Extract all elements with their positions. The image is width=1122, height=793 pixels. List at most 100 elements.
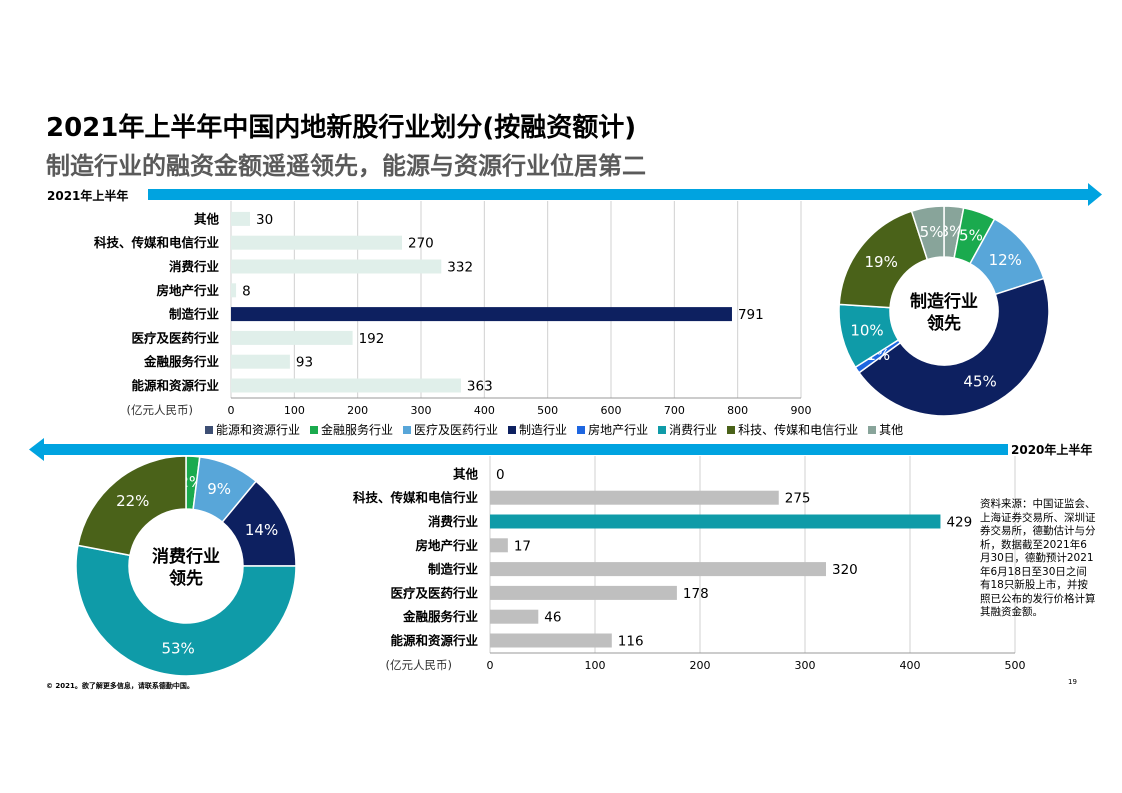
tick-label: 900 xyxy=(791,404,812,417)
tick-label: 300 xyxy=(411,404,432,417)
bar xyxy=(231,307,732,322)
tick-label: 200 xyxy=(690,659,711,672)
donut-slice xyxy=(858,277,1050,417)
bar xyxy=(231,235,402,250)
legend-swatch xyxy=(508,425,517,434)
legend-swatch xyxy=(868,425,877,434)
bar-chart-2021: 0 100 200 300 400 500 600 700 800 900 其他 30 科技、传媒和电信… xyxy=(94,201,812,417)
bar xyxy=(490,609,539,624)
legend-swatch xyxy=(205,425,213,434)
value-label: 30 xyxy=(256,212,273,228)
bar xyxy=(231,330,353,345)
category-label: 消费行业 xyxy=(169,259,220,274)
axis-unit-label: (亿元人民币) xyxy=(127,403,193,417)
tick-label: 0 xyxy=(228,404,235,417)
legend-label: 消费行业 xyxy=(669,423,718,437)
slice-percent-label: 53% xyxy=(161,640,194,658)
bar xyxy=(231,283,237,298)
bar xyxy=(231,354,290,369)
bar xyxy=(490,538,508,553)
legend-swatch xyxy=(727,425,736,434)
bar xyxy=(231,378,461,393)
tick-label: 600 xyxy=(601,404,622,417)
tick-label: 0 xyxy=(487,659,494,672)
tick-label: 100 xyxy=(585,659,606,672)
bar xyxy=(231,259,442,274)
value-label: 0 xyxy=(496,467,505,483)
bar xyxy=(490,562,826,577)
value-label: 332 xyxy=(447,260,473,276)
period-label-2020: 2020年上半年 xyxy=(1011,443,1093,457)
legend-item: 能源和资源行业 xyxy=(205,421,300,438)
slice-percent-label: 5% xyxy=(920,223,944,241)
bar xyxy=(231,211,250,226)
legend-swatch xyxy=(310,425,319,434)
bar xyxy=(490,633,612,648)
legend-label: 其他 xyxy=(879,423,904,437)
tick-label: 800 xyxy=(727,404,748,417)
legend-item: 消费行业 xyxy=(658,421,717,438)
category-label: 金融服务行业 xyxy=(402,609,479,624)
page-number: 19 xyxy=(1068,678,1077,686)
slice-percent-label: 10% xyxy=(850,321,883,339)
category-label: 制造行业 xyxy=(169,307,220,322)
value-label: 429 xyxy=(946,515,972,531)
legend-item: 房地产行业 xyxy=(577,421,648,438)
page-subtitle: 制造行业的融资金额遥遥领先，能源与资源行业位居第二 xyxy=(46,152,646,180)
bar xyxy=(490,585,677,600)
value-label: 320 xyxy=(832,562,858,578)
category-label: 其他 xyxy=(194,211,220,226)
category-label: 房地产行业 xyxy=(415,538,478,553)
source-note: 资料来源：中国证监会、上海证券交易所、深圳证券交易所，德勤估计与分析，数据截至2… xyxy=(980,498,1096,618)
slice-percent-label: 9% xyxy=(207,480,231,498)
category-label: 能源和资源行业 xyxy=(390,633,478,648)
category-label: 能源和资源行业 xyxy=(131,378,219,393)
value-label: 363 xyxy=(467,379,493,395)
category-label: 医疗及医药行业 xyxy=(131,330,219,345)
legend-item: 制造行业 xyxy=(508,421,567,438)
tick-label: 200 xyxy=(347,404,368,417)
donut-center-label: 消费行业 xyxy=(152,546,220,567)
chart-legend: 能源和资源行业 金融服务行业 医疗及医药行业 制造行业 房地产行业 消费行业 科技、传媒和电… xyxy=(205,421,903,438)
slice-percent-label: 5% xyxy=(959,227,983,245)
category-label: 科技、传媒和电信行业 xyxy=(94,235,220,250)
timeline-arrow-2020 xyxy=(29,438,1008,461)
slice-percent-label: 45% xyxy=(963,372,996,390)
category-label: 房地产行业 xyxy=(156,283,219,298)
bar xyxy=(490,514,941,529)
bar xyxy=(490,490,779,505)
legend-item: 金融服务行业 xyxy=(310,421,393,438)
legend-label: 能源和资源行业 xyxy=(216,423,301,437)
legend-label: 制造行业 xyxy=(519,423,568,437)
value-label: 270 xyxy=(408,236,434,252)
copyright-note: © 2021。欲了解更多信息，请联系德勤中国。 xyxy=(46,682,194,690)
value-label: 178 xyxy=(683,586,709,602)
tick-label: 100 xyxy=(284,404,305,417)
page-title: 2021年上半年中国内地新股行业划分(按融资额计) xyxy=(46,113,637,143)
tick-label: 300 xyxy=(795,659,816,672)
tick-label: 400 xyxy=(474,404,495,417)
value-label: 116 xyxy=(618,634,644,650)
category-label: 科技、传媒和电信行业 xyxy=(353,490,479,505)
bar-chart-2020: 0 100 200 300 400 500 其他 0 科技、传媒和电信行业 275 消费行业 429 房… xyxy=(353,456,1026,672)
tick-label: 500 xyxy=(537,404,558,417)
legend-label: 科技、传媒和电信行业 xyxy=(738,423,859,437)
donut-center-label: 领先 xyxy=(927,313,961,334)
category-label: 医疗及医药行业 xyxy=(390,585,478,600)
tick-label: 400 xyxy=(900,659,921,672)
donut-center-label: 制造行业 xyxy=(910,291,978,312)
slice-percent-label: 14% xyxy=(245,521,278,539)
legend-item: 科技、传媒和电信行业 xyxy=(727,421,858,438)
value-label: 17 xyxy=(514,538,531,554)
legend-label: 金融服务行业 xyxy=(321,423,394,437)
donut-slice xyxy=(910,205,945,261)
legend-item: 医疗及医药行业 xyxy=(403,421,498,438)
value-label: 8 xyxy=(242,283,251,299)
slice-percent-label: 19% xyxy=(865,253,898,271)
legend-label: 房地产行业 xyxy=(588,423,649,437)
legend-swatch xyxy=(577,425,586,434)
category-label: 制造行业 xyxy=(428,562,479,577)
legend-item: 其他 xyxy=(868,421,903,438)
